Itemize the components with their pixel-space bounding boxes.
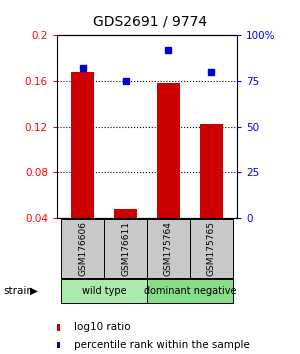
- Text: GSM175765: GSM175765: [207, 221, 216, 276]
- Text: GSM175764: GSM175764: [164, 221, 173, 276]
- Text: ▶: ▶: [30, 286, 38, 296]
- Text: dominant negative: dominant negative: [144, 286, 236, 296]
- Bar: [104, 219, 147, 278]
- Bar: [147, 219, 190, 278]
- Bar: [71, 72, 94, 218]
- Bar: [61, 279, 147, 303]
- Bar: [190, 219, 233, 278]
- Text: percentile rank within the sample: percentile rank within the sample: [74, 340, 249, 350]
- Bar: [157, 83, 180, 218]
- Bar: [200, 124, 223, 218]
- Bar: [114, 209, 137, 218]
- Text: log10 ratio: log10 ratio: [74, 322, 130, 332]
- Text: GDS2691 / 9774: GDS2691 / 9774: [93, 14, 207, 28]
- Bar: [61, 219, 104, 278]
- Bar: [147, 279, 233, 303]
- Text: wild type: wild type: [82, 286, 127, 296]
- Text: GSM176606: GSM176606: [78, 221, 87, 276]
- Text: strain: strain: [3, 286, 33, 296]
- Text: GSM176611: GSM176611: [121, 221, 130, 276]
